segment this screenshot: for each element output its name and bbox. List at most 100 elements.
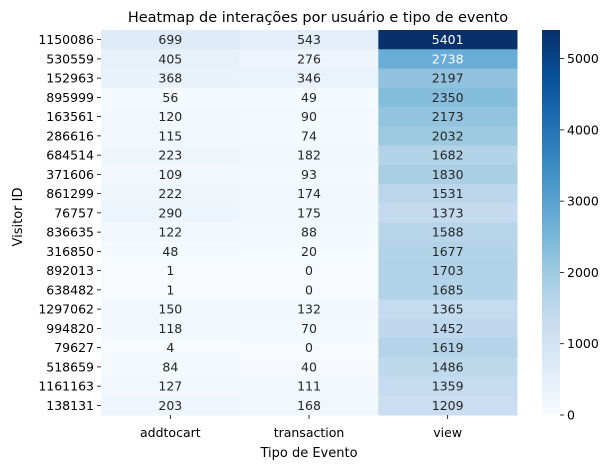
cell-value-label: 1373 xyxy=(432,205,464,220)
cell-value-label: 88 xyxy=(301,225,317,240)
heatmap-cell xyxy=(378,30,518,50)
cell-value-label: 93 xyxy=(301,167,317,182)
colorbar-tick-label: 4000 xyxy=(567,122,599,137)
cell-value-label: 1 xyxy=(166,263,174,278)
y-tick-label: 638482 xyxy=(46,282,94,297)
cell-value-label: 1365 xyxy=(432,302,464,317)
colorbar-tick-label: 0 xyxy=(567,408,575,423)
heatmap-cell xyxy=(239,357,379,377)
heatmap-cell xyxy=(101,184,241,204)
heatmap-cell xyxy=(101,145,241,166)
cell-value-label: 122 xyxy=(158,225,182,240)
cell-value-label: 1531 xyxy=(432,186,464,201)
heatmap-cell xyxy=(101,395,241,416)
cell-value-label: 174 xyxy=(297,186,321,201)
cell-value-label: 223 xyxy=(158,148,182,163)
cell-value-label: 2738 xyxy=(432,51,464,66)
heatmap-cell xyxy=(378,299,518,320)
heatmap-cell xyxy=(239,395,379,416)
y-tick-label: 836635 xyxy=(46,225,94,240)
cell-value-label: 1 xyxy=(166,282,174,297)
heatmap-cell xyxy=(378,395,518,416)
y-axis-label: Visitor ID xyxy=(11,188,26,247)
y-tick-label: 518659 xyxy=(46,359,94,374)
cell-value-label: 1682 xyxy=(432,148,464,163)
heatmap-cell xyxy=(101,30,241,50)
heatmap-cell xyxy=(378,107,518,127)
heatmap-cell xyxy=(378,126,518,146)
cell-value-label: 2197 xyxy=(432,71,464,86)
y-tick-label: 530559 xyxy=(46,51,94,66)
heatmap-cell xyxy=(239,376,379,397)
cell-value-label: 70 xyxy=(301,321,317,336)
heatmap-cell xyxy=(239,107,379,127)
cell-value-label: 1588 xyxy=(432,225,464,240)
cell-value-label: 56 xyxy=(162,90,178,105)
heatmap-cell xyxy=(378,261,518,281)
colorbar-tick-label: 2000 xyxy=(567,265,599,280)
cell-value-label: 1209 xyxy=(432,398,464,413)
cell-value-label: 346 xyxy=(297,71,321,86)
colorbar-tick-label: 1000 xyxy=(567,336,599,351)
y-tick-label: 152963 xyxy=(46,71,94,86)
cell-value-label: 109 xyxy=(158,167,182,182)
y-tick-label: 1161163 xyxy=(38,379,94,394)
heatmap-cell xyxy=(101,68,241,89)
heatmap-cell xyxy=(239,126,379,146)
heatmap-cell xyxy=(239,30,379,50)
x-tick-label: addtocart xyxy=(140,425,201,440)
heatmap-cell xyxy=(378,87,518,108)
colorbar-tick-label: 3000 xyxy=(567,194,599,209)
cell-value-label: 74 xyxy=(301,128,317,143)
heatmap-cell xyxy=(378,376,518,397)
cell-value-label: 115 xyxy=(158,128,182,143)
cell-value-label: 699 xyxy=(158,32,182,47)
heatmap-cell xyxy=(101,280,241,300)
heatmap-cell xyxy=(101,222,241,243)
heatmap-cell xyxy=(239,222,379,243)
cell-value-label: 276 xyxy=(297,51,321,66)
cell-value-label: 2173 xyxy=(432,109,464,124)
cell-value-label: 127 xyxy=(158,379,182,394)
cell-value-label: 2350 xyxy=(432,90,464,105)
heatmap-cell xyxy=(101,49,241,69)
cell-value-label: 168 xyxy=(297,398,321,413)
y-tick-label: 1297062 xyxy=(38,302,94,317)
cell-value-label: 1677 xyxy=(432,244,464,259)
cell-value-label: 0 xyxy=(305,340,313,355)
heatmap-cell xyxy=(101,126,241,146)
cell-value-label: 182 xyxy=(297,148,321,163)
cell-value-label: 90 xyxy=(301,109,317,124)
heatmap-cell xyxy=(101,376,241,397)
x-axis-label: Tipo de Evento xyxy=(259,446,357,461)
x-tick-label: view xyxy=(433,425,462,440)
cell-value-label: 1452 xyxy=(432,321,464,336)
heatmap-cell xyxy=(378,222,518,243)
cell-value-label: 543 xyxy=(297,32,321,47)
y-tick-label: 76757 xyxy=(54,205,94,220)
y-tick-label: 684514 xyxy=(46,148,94,163)
cell-value-label: 222 xyxy=(158,186,182,201)
cell-value-label: 1703 xyxy=(432,263,464,278)
heatmap-cell xyxy=(378,68,518,89)
cell-value-label: 120 xyxy=(158,109,182,124)
y-tick-label: 861299 xyxy=(46,186,94,201)
y-axis-ticks: 1150086 530559 152963 895999 163561 286616 684… xyxy=(38,32,101,413)
heatmap-cell xyxy=(101,164,241,185)
y-tick-label: 286616 xyxy=(46,128,94,143)
heatmap-cell xyxy=(378,338,518,358)
cell-value-label: 1619 xyxy=(432,340,464,355)
heatmap-cell xyxy=(101,203,241,223)
y-tick-label: 895999 xyxy=(46,90,94,105)
heatmap-cell xyxy=(378,241,518,262)
heatmap-cell xyxy=(101,107,241,127)
cell-value-label: 2032 xyxy=(432,128,464,143)
heatmap-cell xyxy=(101,87,241,108)
heatmap-cell xyxy=(378,203,518,223)
colorbar-tick-label: 5000 xyxy=(567,51,599,66)
cell-value-label: 290 xyxy=(158,205,182,220)
cell-value-label: 0 xyxy=(305,282,313,297)
heatmap-cell xyxy=(378,318,518,339)
heatmap-cell xyxy=(239,184,379,204)
x-tick-label: transaction xyxy=(274,425,345,440)
